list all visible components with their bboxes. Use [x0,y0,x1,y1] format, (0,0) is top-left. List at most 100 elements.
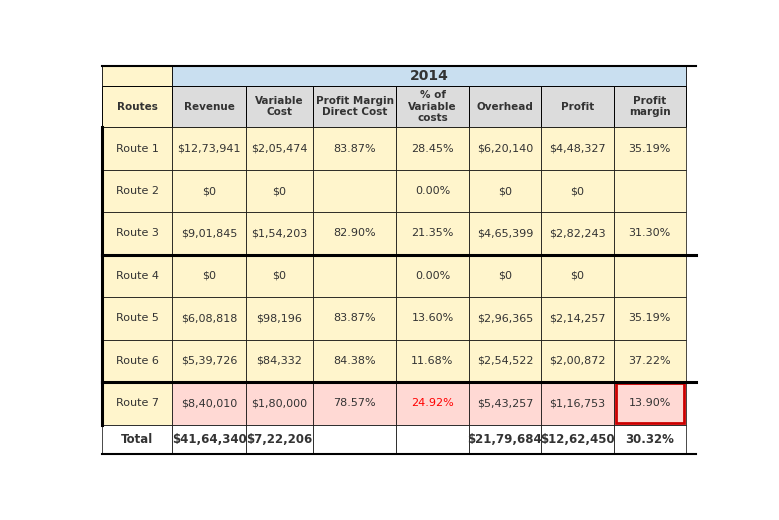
Bar [469,127,541,170]
Bar [102,425,172,454]
Text: $2,96,365: $2,96,365 [477,314,533,323]
Bar [172,212,246,255]
Text: Variable
Cost: Variable Cost [256,96,304,118]
Text: Route 2: Route 2 [116,186,159,196]
Bar [313,170,397,212]
Bar [397,86,469,127]
Bar [102,255,172,297]
Bar [172,66,686,86]
Bar [541,212,614,255]
Bar [469,255,541,297]
Text: Profit Margin
Direct Cost: Profit Margin Direct Cost [315,96,393,118]
Text: 0.00%: 0.00% [415,186,450,196]
Text: $41,64,340: $41,64,340 [171,433,246,446]
Bar [246,340,313,382]
Bar [313,86,397,127]
Bar [102,382,172,425]
Bar [102,86,172,127]
Bar [397,212,469,255]
Bar [313,382,397,425]
Bar [397,170,469,212]
Text: 30.32%: 30.32% [626,433,674,446]
Text: $5,39,726: $5,39,726 [181,356,238,366]
Bar [102,297,172,340]
Text: $0: $0 [202,186,216,196]
Bar [469,297,541,340]
Text: 84.38%: 84.38% [333,356,376,366]
Bar [313,212,397,255]
Bar [246,297,313,340]
Bar [246,425,313,454]
Bar [469,382,541,425]
Text: 83.87%: 83.87% [333,314,376,323]
Text: $98,196: $98,196 [256,314,302,323]
Bar [469,425,541,454]
Text: $2,82,243: $2,82,243 [549,228,606,239]
Text: $12,62,450: $12,62,450 [540,433,615,446]
Bar [469,86,541,127]
Bar [172,382,246,425]
Text: Route 1: Route 1 [116,144,159,153]
Text: Route 7: Route 7 [116,398,159,408]
Text: 13.90%: 13.90% [629,398,671,408]
Bar [397,255,469,297]
Bar [541,382,614,425]
Text: $1,80,000: $1,80,000 [252,398,308,408]
Text: $2,54,522: $2,54,522 [477,356,534,366]
Bar [614,340,686,382]
Bar [246,255,313,297]
Bar [313,297,397,340]
Bar [614,170,686,212]
Text: 83.87%: 83.87% [333,144,376,153]
Text: 82.90%: 82.90% [333,228,376,239]
Bar [246,382,313,425]
Bar [172,297,246,340]
Text: $2,00,872: $2,00,872 [549,356,606,366]
Bar [246,212,313,255]
Text: $0: $0 [273,271,287,281]
Bar [397,297,469,340]
Bar [397,340,469,382]
Text: $6,20,140: $6,20,140 [477,144,533,153]
Bar [614,425,686,454]
Text: 28.45%: 28.45% [411,144,454,153]
Bar [102,66,172,86]
Text: $0: $0 [273,186,287,196]
Text: 2014: 2014 [410,69,449,83]
Bar [313,255,397,297]
Text: 31.30%: 31.30% [629,228,671,239]
Text: $84,332: $84,332 [256,356,302,366]
Bar [541,340,614,382]
Bar [313,425,397,454]
Text: $4,48,327: $4,48,327 [549,144,606,153]
Text: Routes: Routes [117,102,157,112]
Bar [614,297,686,340]
Text: 24.92%: 24.92% [411,398,454,408]
Text: Route 4: Route 4 [116,271,159,281]
Text: Overhead: Overhead [477,102,534,112]
Text: $0: $0 [570,186,584,196]
Bar [172,86,246,127]
Text: $12,73,941: $12,73,941 [178,144,241,153]
Text: $2,14,257: $2,14,257 [549,314,606,323]
Text: $5,43,257: $5,43,257 [477,398,533,408]
Bar [172,127,246,170]
Bar [614,127,686,170]
Bar [397,425,469,454]
Text: % of
Variable
costs: % of Variable costs [408,90,456,123]
Bar [397,127,469,170]
Text: $2,05,474: $2,05,474 [252,144,308,153]
Text: 35.19%: 35.19% [629,314,671,323]
Text: Profit
margin: Profit margin [629,96,671,118]
Text: Route 3: Route 3 [116,228,159,239]
Text: 78.57%: 78.57% [333,398,376,408]
Bar [469,340,541,382]
Bar [615,383,684,423]
Bar [172,340,246,382]
Bar [541,297,614,340]
Text: $21,79,684: $21,79,684 [467,433,542,446]
Text: $1,54,203: $1,54,203 [252,228,308,239]
Text: Route 5: Route 5 [116,314,159,323]
Text: $0: $0 [570,271,584,281]
Text: $0: $0 [498,271,512,281]
